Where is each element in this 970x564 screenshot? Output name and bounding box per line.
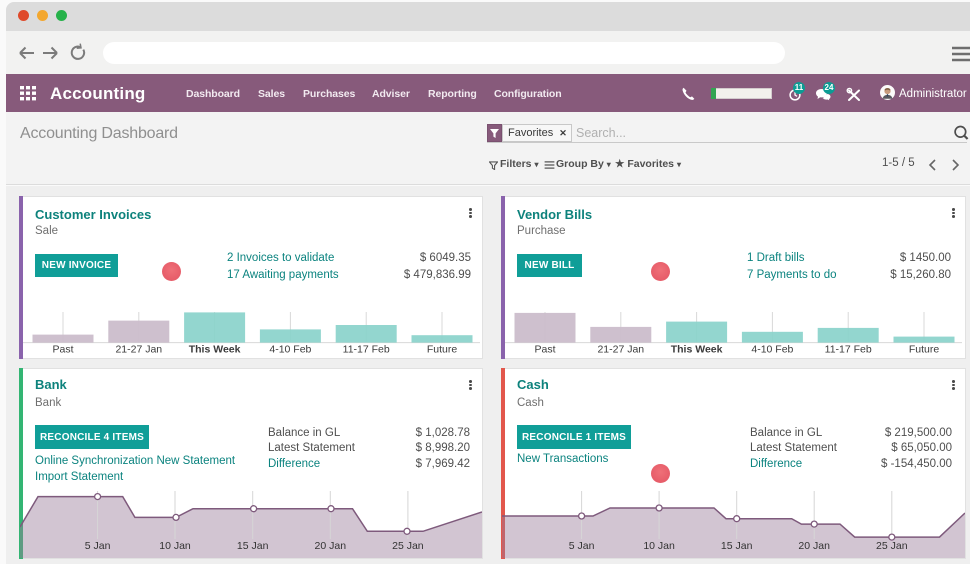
svg-text:Past: Past <box>534 344 555 356</box>
svg-text:15 Jan: 15 Jan <box>721 540 753 552</box>
svg-text:Future: Future <box>427 344 458 356</box>
svg-text:4-10 Feb: 4-10 Feb <box>269 344 311 356</box>
svg-text:20 Jan: 20 Jan <box>798 540 830 552</box>
svg-text:5 Jan: 5 Jan <box>85 540 111 552</box>
svg-text:25 Jan: 25 Jan <box>392 540 424 552</box>
svg-text:5 Jan: 5 Jan <box>569 540 595 552</box>
svg-text:20 Jan: 20 Jan <box>315 540 347 552</box>
svg-text:21-27 Jan: 21-27 Jan <box>597 344 644 356</box>
svg-text:21-27 Jan: 21-27 Jan <box>115 344 162 356</box>
svg-text:25 Jan: 25 Jan <box>876 540 908 552</box>
svg-text:This Week: This Week <box>189 344 241 356</box>
svg-text:10 Jan: 10 Jan <box>159 540 191 552</box>
svg-text:4-10 Feb: 4-10 Feb <box>751 344 793 356</box>
svg-text:15 Jan: 15 Jan <box>237 540 269 552</box>
svg-text:11-17 Feb: 11-17 Feb <box>343 344 390 356</box>
svg-text:This Week: This Week <box>671 344 723 356</box>
svg-text:Past: Past <box>52 344 73 356</box>
svg-text:Future: Future <box>909 344 940 356</box>
svg-text:10 Jan: 10 Jan <box>643 540 675 552</box>
svg-text:11-17 Feb: 11-17 Feb <box>825 344 872 356</box>
